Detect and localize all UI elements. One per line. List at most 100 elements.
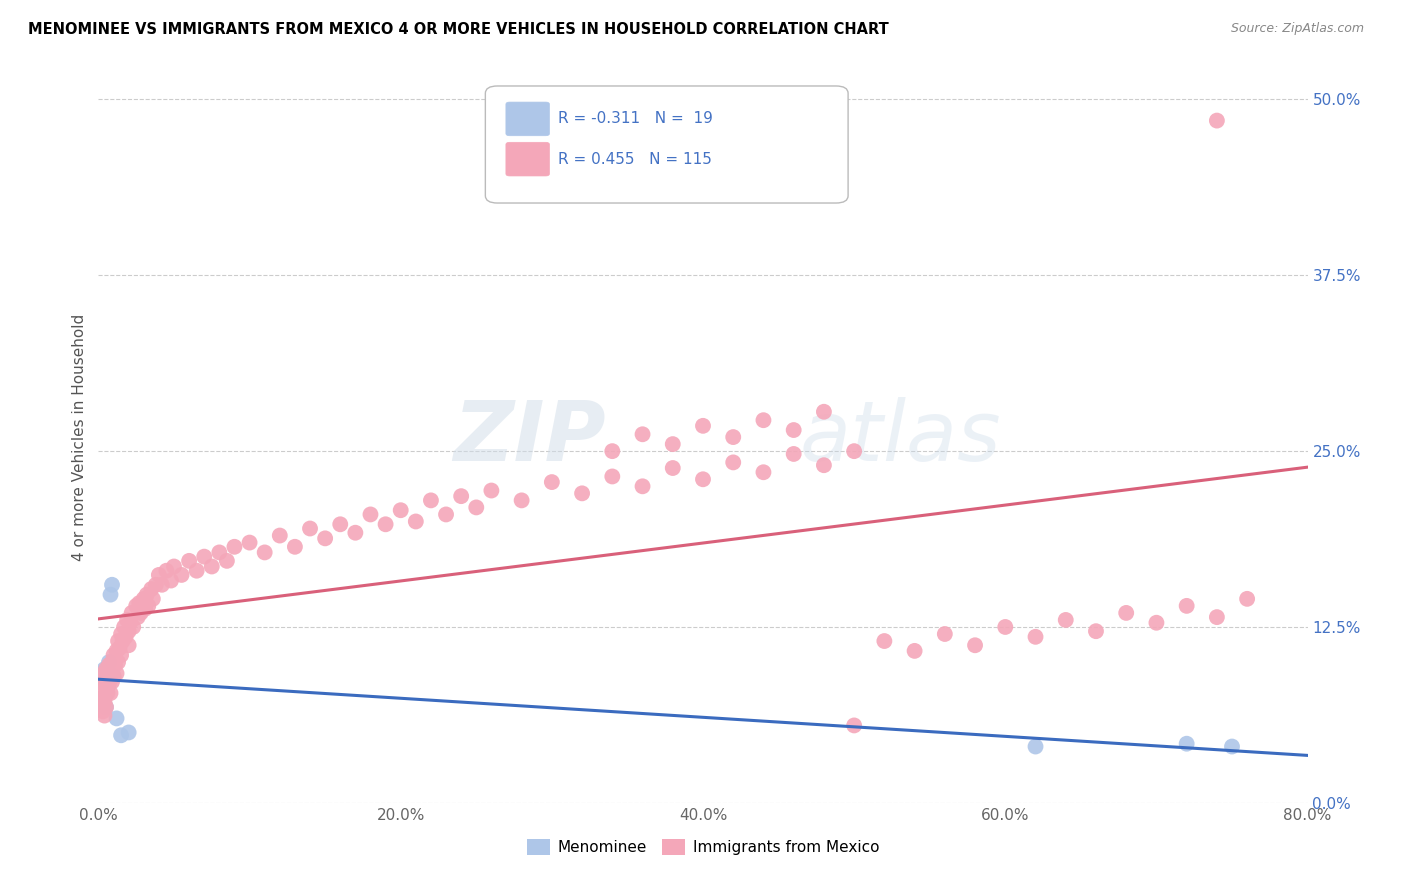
- Point: [91, 694, 114, 708]
- Point: [90, 666, 112, 681]
- Point: [94, 681, 117, 695]
- Point: [120, 615, 142, 630]
- Point: [374, 517, 396, 532]
- Point: [571, 486, 593, 500]
- Point: [481, 483, 503, 498]
- Point: [179, 554, 201, 568]
- Point: [91, 676, 114, 690]
- Point: [101, 674, 124, 689]
- Point: [465, 500, 488, 515]
- Point: [344, 525, 367, 540]
- Point: [934, 627, 956, 641]
- Point: [155, 564, 177, 578]
- Point: [118, 638, 141, 652]
- Point: [661, 461, 683, 475]
- Point: [96, 686, 118, 700]
- Point: [450, 489, 472, 503]
- Point: [239, 535, 262, 549]
- Point: [405, 515, 427, 529]
- Point: [125, 599, 148, 613]
- Point: [692, 472, 714, 486]
- FancyBboxPatch shape: [485, 86, 848, 203]
- Point: [602, 469, 624, 483]
- Point: [434, 508, 457, 522]
- Point: [135, 588, 157, 602]
- Point: [145, 578, 167, 592]
- Point: [101, 578, 124, 592]
- Point: [783, 447, 806, 461]
- Point: [103, 669, 125, 683]
- Point: [148, 568, 170, 582]
- Point: [540, 475, 562, 489]
- Point: [100, 588, 122, 602]
- Point: [170, 568, 193, 582]
- Point: [110, 728, 132, 742]
- Point: [661, 437, 683, 451]
- Point: [104, 657, 127, 672]
- Point: [142, 591, 165, 606]
- Point: [186, 564, 208, 578]
- Point: [1175, 737, 1198, 751]
- Point: [631, 479, 654, 493]
- Point: [89, 669, 111, 683]
- Point: [110, 627, 132, 641]
- Point: [631, 427, 654, 442]
- Point: [94, 700, 117, 714]
- Point: [110, 648, 132, 662]
- Point: [91, 672, 114, 686]
- Point: [224, 540, 246, 554]
- Point: [111, 634, 134, 648]
- Point: [89, 669, 111, 683]
- Point: [360, 508, 382, 522]
- Text: MENOMINEE VS IMMIGRANTS FROM MEXICO 4 OR MORE VEHICLES IN HOUSEHOLD CORRELATION : MENOMINEE VS IMMIGRANTS FROM MEXICO 4 OR…: [28, 22, 889, 37]
- Point: [1206, 610, 1229, 624]
- Point: [91, 705, 114, 719]
- Point: [783, 423, 806, 437]
- Point: [141, 582, 163, 596]
- Point: [284, 540, 307, 554]
- Text: atlas: atlas: [800, 397, 1001, 477]
- Point: [752, 413, 775, 427]
- Point: [114, 630, 136, 644]
- Point: [752, 465, 775, 479]
- Text: Source: ZipAtlas.com: Source: ZipAtlas.com: [1230, 22, 1364, 36]
- Point: [813, 458, 835, 473]
- Point: [134, 601, 156, 615]
- Point: [98, 676, 121, 690]
- Point: [108, 641, 131, 656]
- Point: [132, 591, 155, 606]
- Point: [94, 676, 117, 690]
- Point: [813, 405, 835, 419]
- Point: [163, 559, 186, 574]
- Point: [107, 655, 129, 669]
- Point: [115, 613, 138, 627]
- Point: [94, 700, 117, 714]
- Text: R = 0.455   N = 115: R = 0.455 N = 115: [558, 152, 711, 167]
- Point: [96, 672, 118, 686]
- Point: [904, 644, 927, 658]
- Point: [193, 549, 215, 564]
- Point: [150, 578, 173, 592]
- FancyBboxPatch shape: [506, 102, 550, 136]
- Point: [389, 503, 412, 517]
- FancyBboxPatch shape: [506, 143, 550, 176]
- Point: [136, 599, 159, 613]
- Point: [201, 559, 224, 574]
- Point: [118, 725, 141, 739]
- Point: [90, 683, 112, 698]
- Point: [93, 690, 115, 705]
- Point: [844, 718, 866, 732]
- Point: [129, 606, 152, 620]
- Point: [100, 666, 122, 681]
- Legend: Menominee, Immigrants from Mexico: Menominee, Immigrants from Mexico: [520, 833, 886, 861]
- Point: [1144, 615, 1167, 630]
- Point: [127, 610, 149, 624]
- Point: [96, 681, 118, 695]
- Point: [98, 657, 121, 672]
- Point: [299, 521, 322, 535]
- Point: [420, 493, 443, 508]
- Point: [93, 694, 115, 708]
- Point: [121, 606, 143, 620]
- Point: [215, 554, 238, 568]
- Point: [723, 455, 745, 469]
